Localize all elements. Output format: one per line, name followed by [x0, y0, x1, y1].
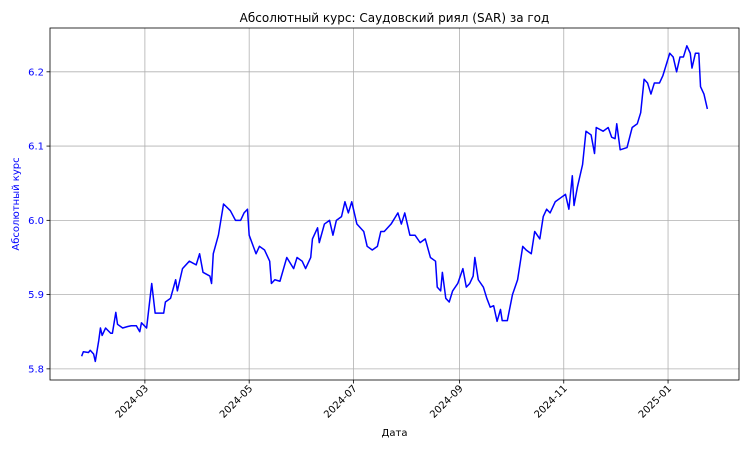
plot-frame: [49, 27, 740, 381]
y-tick-label: 6.1: [28, 142, 44, 153]
x-axis-label: Дата: [382, 428, 408, 439]
series-line: [80, 45, 709, 363]
chart-title: Абсолютный курс: Саудовский риял (SAR) з…: [240, 11, 550, 25]
y-tick-label: 5.9: [28, 290, 44, 301]
y-tick-label: 6.0: [28, 216, 44, 227]
y-tick-label: 5.8: [28, 364, 44, 375]
y-tick-label: 6.2: [28, 67, 44, 78]
y-axis-label: Абсолютный курс: [11, 157, 22, 250]
